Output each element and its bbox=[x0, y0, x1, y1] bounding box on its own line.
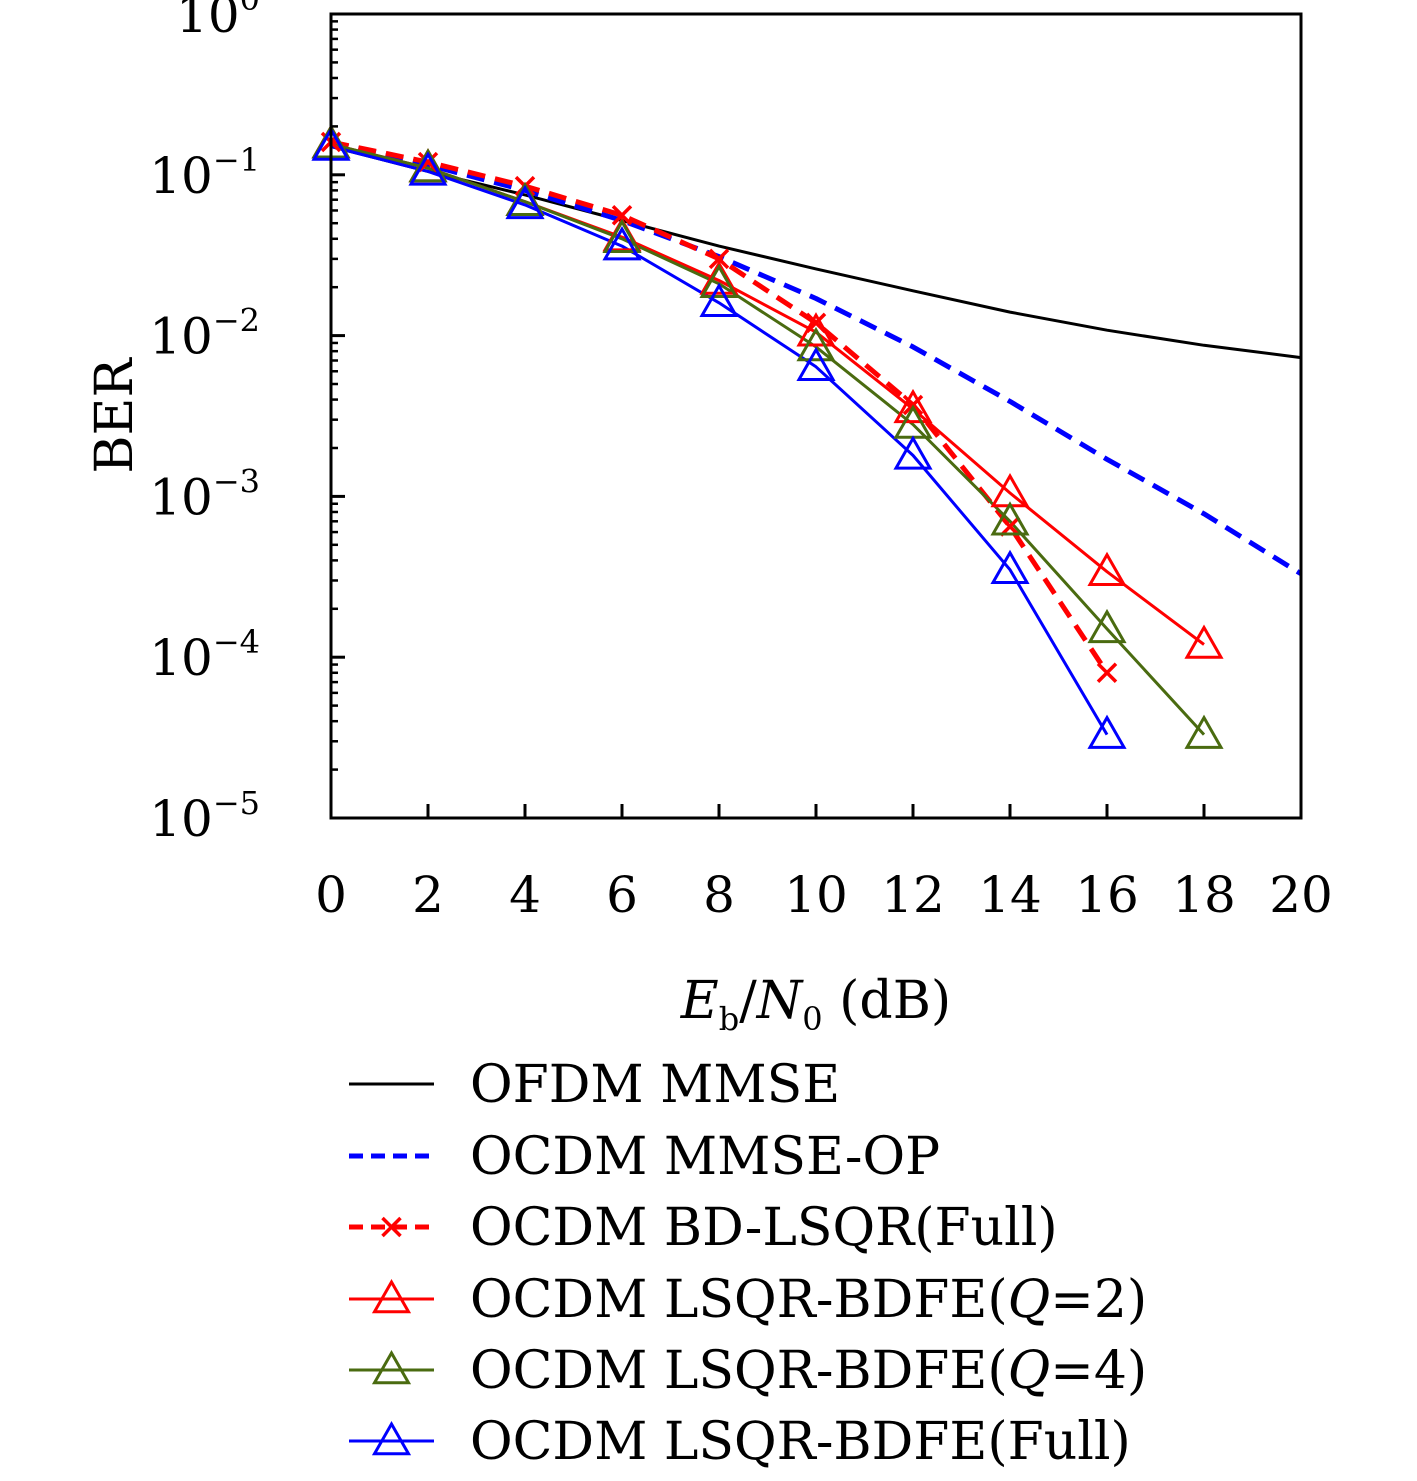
data-point bbox=[602, 218, 642, 254]
series-line-3 bbox=[330, 142, 1205, 646]
legend-label: OCDM LSQR-BDFE(Q=4) bbox=[470, 1341, 1147, 1401]
data-point bbox=[417, 151, 439, 173]
data-point bbox=[708, 248, 730, 270]
series-line-4 bbox=[330, 142, 1206, 736]
y-tick-label: 10−1 bbox=[149, 141, 260, 205]
data-point bbox=[796, 312, 836, 347]
data-point bbox=[408, 148, 448, 183]
legend-label: OCDM LSQR-BDFE(Full) bbox=[470, 1412, 1131, 1472]
series-line-0 bbox=[330, 145, 1302, 360]
data-point bbox=[1184, 624, 1224, 659]
data-point bbox=[699, 260, 739, 295]
data-point bbox=[505, 181, 545, 216]
y-tick-label: 10−3 bbox=[149, 462, 260, 526]
data-point bbox=[1087, 551, 1127, 586]
series-layer bbox=[330, 139, 1303, 736]
x-tick-label: 20 bbox=[1269, 866, 1333, 924]
data-point bbox=[796, 346, 836, 382]
x-tick-label: 14 bbox=[978, 866, 1042, 924]
legend: OFDM MMSE OCDM MMSE-OP OCDM BD-LSQR(Full) O… bbox=[349, 1055, 1147, 1472]
legend-label: OCDM BD-LSQR(Full) bbox=[470, 1198, 1058, 1258]
data-point bbox=[796, 326, 836, 362]
legend-entry: OFDM MMSE bbox=[349, 1055, 840, 1115]
series-line-2 bbox=[330, 139, 1110, 675]
y-tick-label: 10−5 bbox=[149, 784, 260, 848]
data-point bbox=[893, 435, 933, 470]
x-tick-label: 0 bbox=[315, 866, 347, 924]
x-tick-label: 2 bbox=[412, 866, 444, 924]
data-point bbox=[505, 184, 545, 220]
tick-layer bbox=[331, 20, 1206, 818]
y-tick-label: 10−2 bbox=[149, 302, 260, 366]
x-tick-label: 16 bbox=[1075, 866, 1139, 924]
data-point bbox=[805, 312, 827, 334]
legend-entry: OCDM LSQR-BDFE(Q=2) bbox=[349, 1270, 1147, 1330]
y-axis-title: BER bbox=[85, 356, 145, 473]
data-point bbox=[990, 501, 1030, 536]
x-tick-label: 4 bbox=[509, 866, 541, 924]
data-point bbox=[1096, 662, 1118, 684]
legend-label: OCDM LSQR-BDFE(Q=2) bbox=[470, 1270, 1147, 1330]
legend-marker bbox=[371, 1420, 412, 1456]
legend-marker bbox=[371, 1278, 412, 1314]
plot-frame bbox=[329, 12, 1303, 820]
x-tick-label: 18 bbox=[1172, 866, 1236, 924]
data-point bbox=[1087, 714, 1127, 749]
y-tick-labels: 100 10−1 10−2 10−3 10−4 10−5 bbox=[149, 0, 260, 848]
legend-entry: OCDM LSQR-BDFE(Full) bbox=[349, 1412, 1131, 1472]
data-point bbox=[408, 151, 448, 186]
legend-entry: OCDM BD-LSQR(Full) bbox=[349, 1198, 1058, 1258]
data-point bbox=[999, 516, 1021, 537]
data-point bbox=[699, 282, 739, 318]
legend-entry: OCDM LSQR-BDFE(Q=4) bbox=[349, 1341, 1147, 1401]
legend-marker bbox=[371, 1349, 412, 1385]
legend-label: OCDM MMSE-OP bbox=[470, 1127, 940, 1187]
data-point bbox=[1087, 608, 1127, 644]
y-tick-label: 100 bbox=[176, 0, 260, 44]
x-tick-labels: 0 2 4 6 8 10 12 14 16 18 20 bbox=[315, 866, 1333, 924]
legend-entry: OCDM MMSE-OP bbox=[349, 1127, 940, 1187]
data-point bbox=[699, 263, 739, 299]
marker-layer bbox=[311, 124, 1224, 749]
series-line-1 bbox=[330, 139, 1303, 576]
x-tick-label: 12 bbox=[881, 866, 945, 924]
x-tick-label: 8 bbox=[703, 866, 735, 924]
data-point bbox=[602, 226, 642, 261]
y-tick-label: 10−4 bbox=[149, 623, 260, 687]
legend-marker bbox=[381, 1216, 402, 1238]
data-point bbox=[990, 549, 1030, 584]
data-point bbox=[1184, 714, 1224, 749]
legend-label: OFDM MMSE bbox=[470, 1055, 840, 1115]
data-point bbox=[893, 388, 933, 424]
series-line-5 bbox=[330, 145, 1109, 736]
x-tick-label: 10 bbox=[784, 866, 848, 924]
x-axis-title: Eb/N0 (dB) bbox=[680, 971, 951, 1038]
x-tick-label: 6 bbox=[606, 866, 638, 924]
data-point bbox=[611, 205, 633, 226]
